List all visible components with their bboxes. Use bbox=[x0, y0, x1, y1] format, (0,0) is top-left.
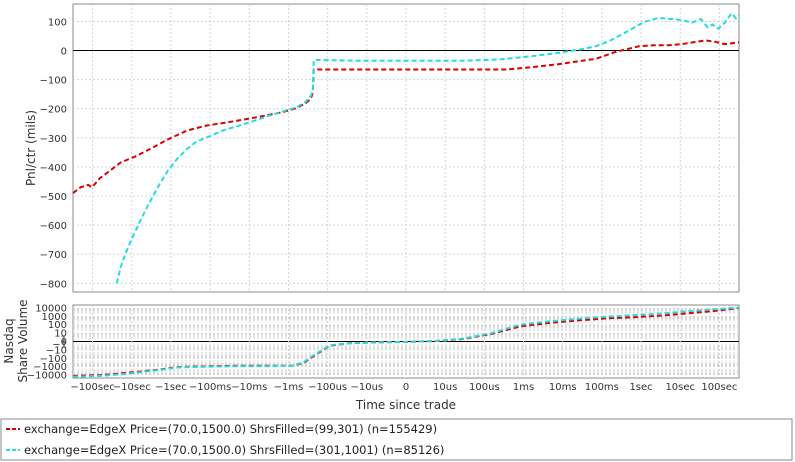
x-tick-label: 1sec bbox=[629, 382, 652, 393]
x-tick-label: 10ms bbox=[549, 382, 577, 393]
x-tick-label: −10ms bbox=[231, 382, 267, 393]
x-tick-label: 100sec bbox=[701, 382, 737, 393]
volume-y-axis-label-line1: Nasdaq bbox=[2, 318, 16, 363]
volume-grid bbox=[73, 305, 739, 378]
volume-y-tick-label: −1000 bbox=[33, 362, 67, 373]
x-tick-label: −1ms bbox=[274, 382, 304, 393]
pnl-y-ticks: 100 0 −100 −200 −300 −400 −500 −600 −700 −800 bbox=[40, 17, 67, 290]
pnl-y-tick-label: −300 bbox=[40, 134, 67, 145]
x-tick-label: −10us bbox=[350, 382, 383, 393]
x-tick-label: −10sec bbox=[113, 382, 151, 393]
legend-label-2: exchange=EdgeX Price=(70.0,1500.0) ShrsF… bbox=[24, 443, 444, 457]
pnl-series-line-2 bbox=[115, 11, 740, 284]
legend-item-2: exchange=EdgeX Price=(70.0,1500.0) ShrsF… bbox=[6, 443, 444, 457]
x-tick-label: 100us bbox=[469, 382, 500, 393]
pnl-series bbox=[72, 11, 740, 284]
pnl-y-tick-label: 0 bbox=[61, 47, 67, 58]
x-tick-label: −100sec bbox=[70, 382, 114, 393]
pnl-y-axis-label: Pnl/ctr (mils) bbox=[24, 110, 38, 186]
pnl-grid bbox=[73, 4, 739, 292]
legend-label-1: exchange=EdgeX Price=(70.0,1500.0) ShrsF… bbox=[24, 422, 437, 436]
volume-x-ticks: −100sec−10sec −1sec −100ms −10ms −1ms −100us −… bbox=[70, 382, 737, 393]
pnl-plot: 100 0 −100 −200 −300 −400 −500 −600 −700 −800 Pnl… bbox=[24, 3, 740, 293]
x-tick-label: 1ms bbox=[513, 382, 534, 393]
x-tick-label: 100ms bbox=[585, 382, 619, 393]
pnl-y-tick-label: −500 bbox=[40, 192, 67, 203]
volume-y-tick-label: 1000 bbox=[42, 312, 67, 323]
pnl-y-tick-label: −400 bbox=[40, 163, 67, 174]
x-tick-label: 10sec bbox=[665, 382, 695, 393]
volume-y-tick-label: −100 bbox=[40, 354, 67, 365]
pnl-y-tick-label: −800 bbox=[40, 279, 67, 290]
volume-y-tick-label: −10 bbox=[46, 345, 67, 356]
legend-box bbox=[0, 418, 793, 461]
x-axis-label: Time since trade bbox=[355, 398, 456, 412]
volume-y-tick-label: 100 bbox=[48, 320, 67, 331]
volume-y-tick-label: −10000 bbox=[27, 371, 67, 382]
volume-y-tick-label: 10000 bbox=[35, 303, 67, 314]
volume-y-axis-label-line2: Share Volume bbox=[16, 299, 30, 382]
volume-series-line-2 bbox=[72, 306, 740, 378]
legend-item-1: exchange=EdgeX Price=(70.0,1500.0) ShrsF… bbox=[6, 422, 437, 436]
x-tick-label: 10us bbox=[433, 382, 457, 393]
x-tick-label: −100us bbox=[308, 382, 347, 393]
pnl-y-tick-label: −100 bbox=[40, 76, 67, 87]
x-tick-label: 0 bbox=[403, 382, 409, 393]
x-tick-label: −1sec bbox=[155, 382, 187, 393]
volume-series bbox=[72, 306, 740, 378]
pnl-y-tick-label: −200 bbox=[40, 105, 67, 116]
pnl-y-tick-label: 100 bbox=[48, 17, 67, 28]
volume-y-tick-label: −1 bbox=[52, 340, 67, 351]
pnl-y-tick-label: −700 bbox=[40, 250, 67, 261]
volume-y-tick-label: 10 bbox=[54, 329, 67, 340]
x-tick-label: −100ms bbox=[189, 382, 231, 393]
legend: exchange=EdgeX Price=(70.0,1500.0) ShrsF… bbox=[0, 418, 793, 461]
volume-y-tick-label: 1 bbox=[61, 334, 67, 345]
pnl-y-tick-label: −600 bbox=[40, 221, 67, 232]
volume-y-tick-label: 0 bbox=[61, 337, 67, 348]
